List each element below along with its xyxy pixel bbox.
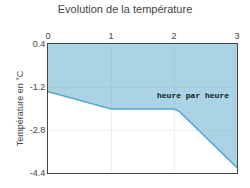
svg-text:-1.2: -1.2 (30, 82, 46, 92)
svg-text:-2.8: -2.8 (30, 125, 46, 135)
svg-text:3: 3 (234, 31, 239, 41)
svg-text:1: 1 (108, 31, 113, 41)
svg-text:Température en °C: Température en °C (15, 70, 25, 146)
svg-text:0.4: 0.4 (33, 39, 46, 49)
svg-text:Evolution de la température: Evolution de la température (58, 3, 193, 15)
svg-text:0: 0 (45, 31, 50, 41)
svg-text:2: 2 (171, 31, 176, 41)
svg-text:-4.4: -4.4 (30, 168, 46, 178)
svg-text:heure par heure: heure par heure (157, 91, 229, 100)
